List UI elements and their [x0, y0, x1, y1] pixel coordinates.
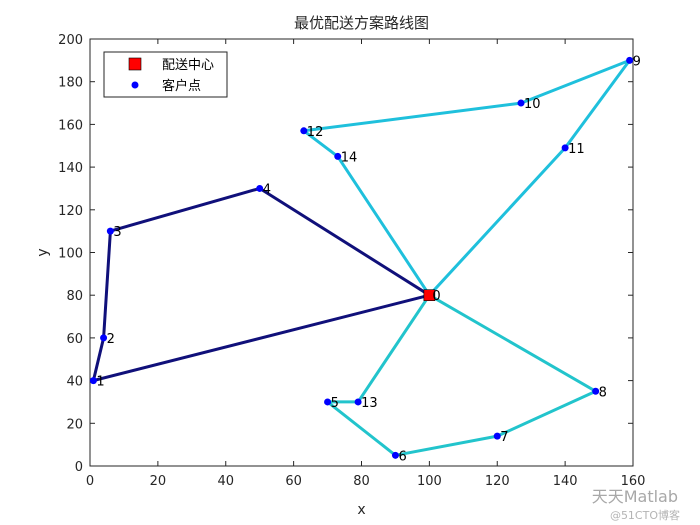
- y-tick-label: 160: [58, 118, 83, 133]
- customer-point-14: [334, 152, 342, 160]
- x-tick-label: 100: [417, 474, 442, 489]
- customer-point-4: [256, 184, 264, 192]
- y-tick-label: 80: [66, 289, 83, 304]
- customer-point-11: [561, 144, 569, 152]
- watermark-sub: @51CTO博客: [609, 509, 680, 522]
- y-axis-label: y: [35, 248, 51, 256]
- x-tick-label: 20: [150, 474, 167, 489]
- customer-point-12: [300, 127, 308, 135]
- y-tick-label: 40: [66, 375, 83, 390]
- point-label-5: 5: [331, 396, 339, 411]
- y-tick-label: 140: [58, 161, 83, 176]
- point-label-10: 10: [524, 97, 541, 112]
- route-line-1: [91, 186, 431, 383]
- x-tick-label: 60: [285, 474, 302, 489]
- x-tick-label: 140: [553, 474, 578, 489]
- point-label-7: 7: [500, 430, 508, 445]
- y-tick-label: 0: [75, 460, 83, 475]
- x-axis-label: x: [357, 502, 365, 518]
- y-tick-label: 60: [66, 332, 83, 347]
- x-tick-label: 40: [217, 474, 234, 489]
- y-tick-label: 100: [58, 247, 83, 262]
- axis-ticks: 0 20 40 60 80 100 120 140 1600204060801001201401…: [58, 33, 645, 489]
- y-tick-label: 120: [58, 204, 83, 219]
- x-tick-label: 80: [353, 474, 370, 489]
- point-label-12: 12: [307, 125, 324, 140]
- y-tick-label: 20: [66, 417, 83, 432]
- point-label-9: 9: [633, 54, 641, 69]
- point-label-3: 3: [113, 225, 121, 240]
- point-label-1: 1: [96, 375, 104, 390]
- watermark-main: 天天Matlab: [591, 487, 678, 506]
- customer-point-13: [354, 398, 362, 406]
- point-label-4: 4: [263, 182, 271, 197]
- customer-point-10: [517, 99, 525, 107]
- depot-marker: [423, 289, 436, 302]
- legend-marker-depot: [128, 57, 142, 71]
- y-tick-label: 200: [58, 33, 83, 48]
- x-tick-label: 0: [86, 474, 94, 489]
- customer-point-5: [324, 398, 332, 406]
- customer-point-7: [493, 432, 501, 440]
- customer-point-2: [100, 334, 108, 342]
- point-label-8: 8: [599, 385, 607, 400]
- legend-label: 客户点: [162, 78, 201, 94]
- legend-marker-customer: [131, 81, 139, 89]
- customer-point-1: [89, 377, 97, 385]
- legend-box: [103, 51, 228, 98]
- point-label-11: 11: [568, 142, 585, 157]
- customer-point-8: [592, 387, 600, 395]
- point-label-6: 6: [398, 449, 406, 464]
- chart-title: 最优配送方案路线图: [294, 14, 429, 32]
- y-tick-label: 180: [58, 76, 83, 91]
- customer-point-3: [106, 227, 114, 235]
- x-tick-label: 160: [621, 474, 646, 489]
- point-label-14: 14: [341, 150, 358, 165]
- point-label-13: 13: [361, 396, 378, 411]
- legend-label: 配送中心: [162, 58, 214, 73]
- point-label-2: 2: [107, 332, 115, 347]
- point-label-0: 0: [432, 289, 440, 304]
- x-tick-label: 120: [485, 474, 510, 489]
- customer-point-6: [391, 451, 399, 459]
- customer-point-9: [626, 56, 634, 64]
- markers-layer: [89, 56, 634, 459]
